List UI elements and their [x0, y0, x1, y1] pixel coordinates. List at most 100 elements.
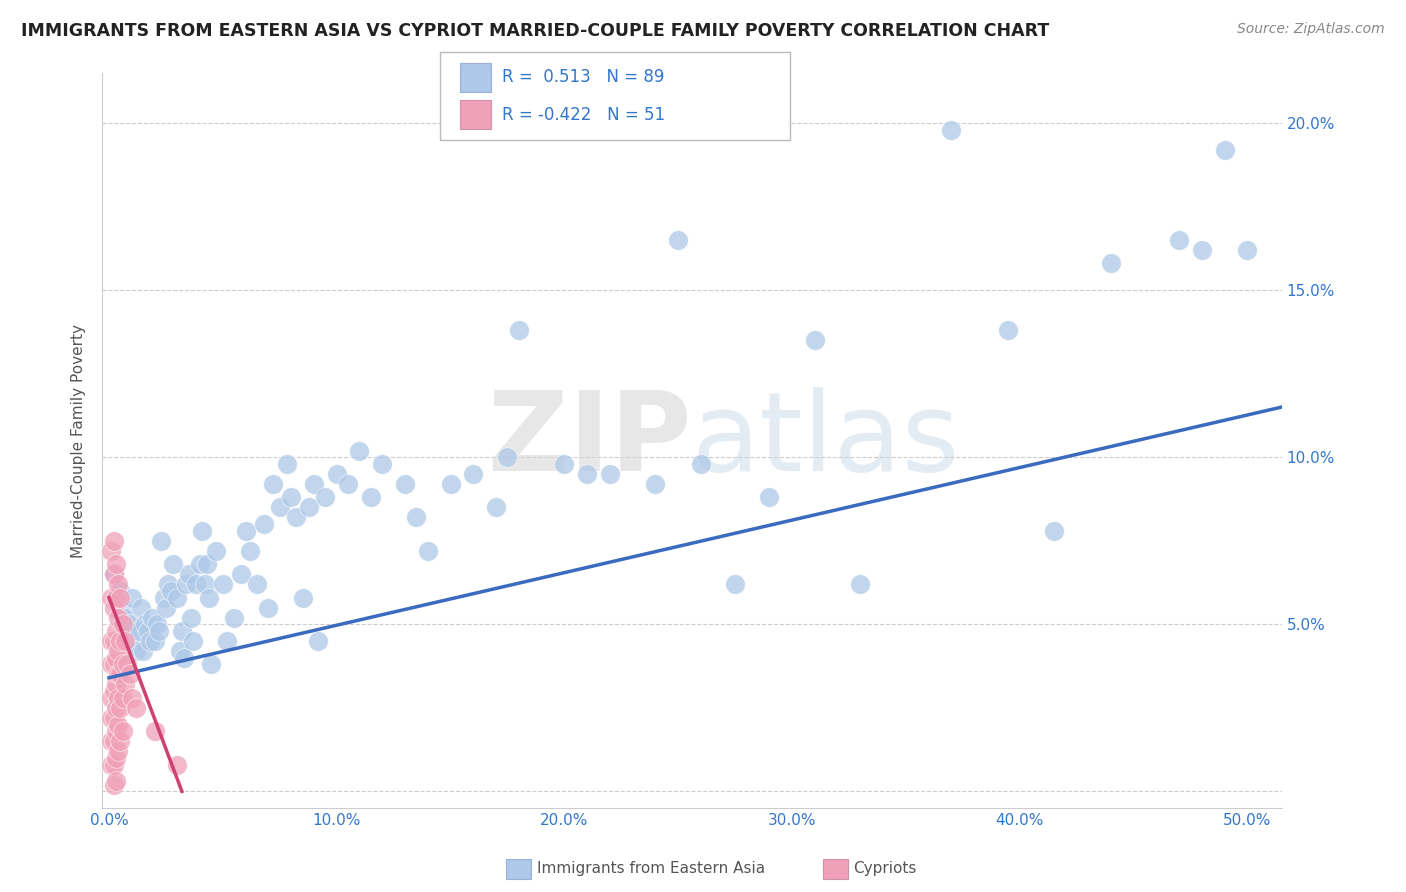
Point: [349, 443, 371, 458]
Point: [1236, 243, 1258, 257]
Point: [508, 323, 530, 337]
Point: [941, 122, 963, 136]
Point: [114, 677, 136, 691]
Point: [117, 624, 139, 638]
Point: [141, 610, 163, 624]
Point: [100, 734, 122, 748]
Point: [104, 751, 127, 765]
Point: [125, 644, 148, 658]
Point: [439, 477, 461, 491]
Point: [325, 467, 347, 481]
Point: [103, 657, 125, 672]
Point: [139, 634, 162, 648]
Point: [104, 701, 127, 715]
Point: [191, 524, 214, 538]
Point: [416, 543, 439, 558]
Point: [405, 510, 427, 524]
Point: [724, 577, 747, 591]
Point: [100, 757, 122, 772]
Point: [298, 500, 321, 515]
Point: [110, 583, 132, 598]
Point: [103, 684, 125, 698]
Point: [104, 724, 127, 739]
Point: [100, 657, 122, 672]
Point: [291, 591, 314, 605]
Text: atlas: atlas: [692, 387, 960, 494]
Point: [280, 491, 302, 505]
Point: [184, 577, 207, 591]
Point: [198, 591, 221, 605]
Point: [107, 591, 129, 605]
Point: [217, 634, 239, 648]
Point: [200, 657, 222, 672]
Point: [1043, 524, 1066, 538]
Point: [143, 724, 166, 739]
Point: [166, 591, 188, 605]
Point: [118, 667, 141, 681]
Y-axis label: Married-Couple Family Poverty: Married-Couple Family Poverty: [72, 324, 86, 558]
Point: [103, 567, 125, 582]
Point: [170, 624, 193, 638]
Point: [257, 600, 280, 615]
Point: [308, 634, 330, 648]
Point: [129, 600, 152, 615]
Point: [103, 734, 125, 748]
Point: [103, 634, 125, 648]
Text: Immigrants from Eastern Asia: Immigrants from Eastern Asia: [537, 862, 765, 876]
Point: [394, 477, 416, 491]
Point: [246, 577, 269, 591]
Point: [188, 557, 211, 571]
Point: [176, 577, 198, 591]
Point: [849, 577, 872, 591]
Text: ZIP: ZIP: [488, 387, 692, 494]
Point: [804, 333, 827, 347]
Text: R = -0.422   N = 51: R = -0.422 N = 51: [502, 105, 665, 123]
Point: [122, 634, 145, 648]
Point: [110, 701, 132, 715]
Point: [114, 634, 136, 648]
Point: [269, 500, 291, 515]
Point: [100, 711, 122, 725]
Point: [997, 323, 1019, 337]
Point: [150, 533, 173, 548]
Point: [104, 650, 127, 665]
Point: [155, 600, 177, 615]
Point: [224, 610, 246, 624]
Text: IMMIGRANTS FROM EASTERN ASIA VS CYPRIOT MARRIED-COUPLE FAMILY POVERTY CORRELATIO: IMMIGRANTS FROM EASTERN ASIA VS CYPRIOT …: [21, 22, 1049, 40]
Point: [104, 591, 127, 605]
Point: [107, 644, 129, 658]
Point: [121, 690, 143, 705]
Point: [107, 717, 129, 731]
Point: [100, 634, 122, 648]
Point: [262, 477, 284, 491]
Text: Source: ZipAtlas.com: Source: ZipAtlas.com: [1237, 22, 1385, 37]
Point: [107, 744, 129, 758]
Point: [314, 491, 336, 505]
Point: [146, 617, 169, 632]
Point: [302, 477, 325, 491]
Point: [103, 600, 125, 615]
Point: [110, 591, 132, 605]
Point: [111, 617, 134, 632]
Point: [132, 644, 155, 658]
Point: [134, 617, 156, 632]
Point: [169, 644, 191, 658]
Point: [1213, 143, 1236, 157]
Point: [181, 634, 204, 648]
Point: [1168, 233, 1191, 247]
Point: [229, 567, 252, 582]
Point: [1099, 256, 1122, 270]
Point: [103, 778, 125, 792]
Point: [173, 650, 195, 665]
Point: [177, 567, 200, 582]
Point: [103, 757, 125, 772]
Point: [148, 624, 170, 638]
Point: [195, 557, 218, 571]
Point: [166, 757, 188, 772]
Point: [485, 500, 508, 515]
Point: [276, 457, 298, 471]
Point: [496, 450, 519, 465]
Point: [212, 577, 235, 591]
Point: [143, 634, 166, 648]
Point: [110, 734, 132, 748]
